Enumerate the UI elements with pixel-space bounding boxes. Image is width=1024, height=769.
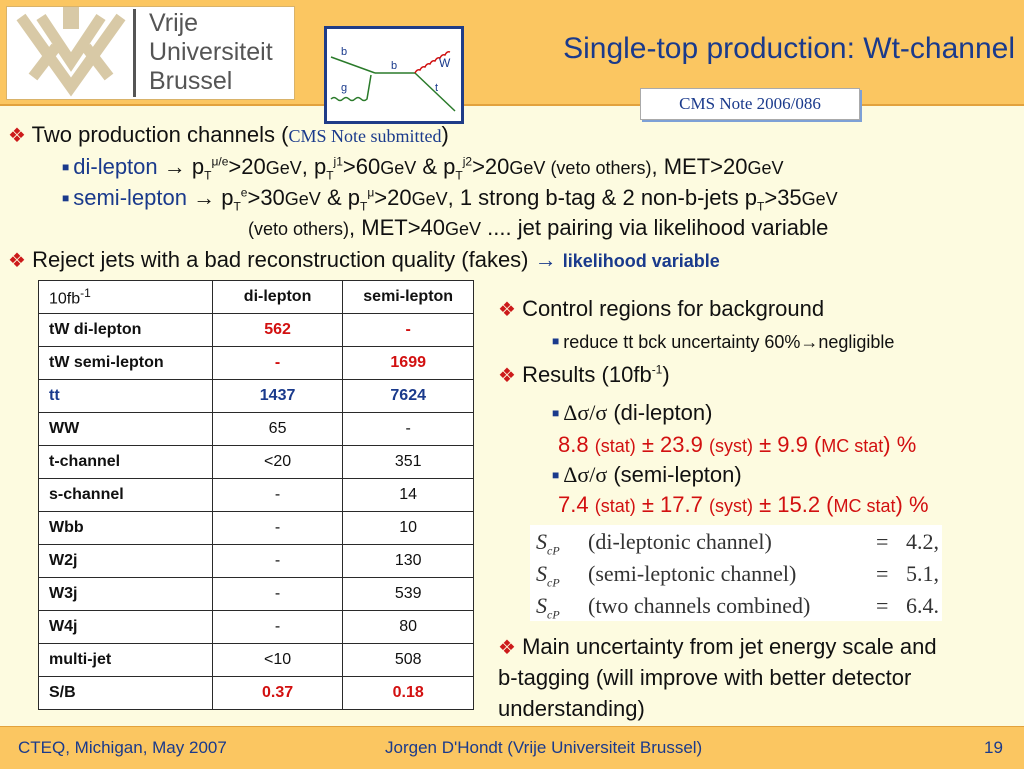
yields-table: 10fb-1 di-lepton semi-lepton tW di-lepto… xyxy=(38,280,474,710)
square-bullet-icon: ■ xyxy=(552,334,560,348)
diagram-label-w: W xyxy=(439,56,451,70)
diamond-bullet-icon: ❖ xyxy=(498,637,516,659)
slide-title: Single-top production: Wt-channel xyxy=(563,32,1015,65)
diamond-bullet-icon: ❖ xyxy=(498,365,516,387)
diamond-bullet-icon: ❖ xyxy=(8,250,26,272)
table-row: W4j -80 xyxy=(38,610,474,644)
diamond-bullet-icon: ❖ xyxy=(498,299,516,321)
formula-row: ScP (semi-leptonic channel) = 5.1, xyxy=(536,561,939,590)
result-semilepton-value: 7.4 (stat) ± 17.7 (syst) ± 15.2 (MC stat… xyxy=(558,492,929,517)
table-row: W2j -130 xyxy=(38,544,474,578)
square-bullet-icon: ■ xyxy=(62,191,70,205)
table-header-row: 10fb-1 di-lepton semi-lepton xyxy=(38,280,474,314)
diamond-bullet-icon: ❖ xyxy=(8,125,26,147)
footer-event: CTEQ, Michigan, May 2007 xyxy=(18,738,227,757)
footer-author: Jorgen D'Hondt (Vrije Universiteit Bruss… xyxy=(385,738,703,757)
main-uncertainty-line-3: understanding) xyxy=(498,696,645,721)
page-number: 19 xyxy=(984,738,1003,757)
bullet-results: ❖ Results (10fb-1) xyxy=(498,362,670,387)
table-header-semilepton: semi-lepton xyxy=(342,280,474,314)
bullet-main-uncertainty: ❖ Main uncertainty from jet energy scale… xyxy=(498,634,937,659)
square-bullet-icon: ■ xyxy=(62,160,70,174)
bullet-semilepton: ■ semi-lepton → pTe>30GeV & pTμ>20GeV, 1 … xyxy=(62,185,838,214)
bullet-production-channels: ❖ Two production channels (CMS Note subm… xyxy=(8,122,449,147)
result-dilepton-value: 8.8 (stat) ± 23.9 (syst) ± 9.9 (MC stat)… xyxy=(558,432,917,457)
diagram-label-b-in: b xyxy=(341,46,347,58)
table-row: s-channel -14 xyxy=(38,478,474,512)
feynman-diagram: b g b W t xyxy=(324,26,464,124)
table-header-lumi: 10fb-1 xyxy=(38,280,213,314)
bullet-control-regions: ❖ Control regions for background xyxy=(498,296,825,321)
table-row: WW 65- xyxy=(38,412,474,446)
significance-formula: ScP (di-leptonic channel) = 4.2, ScP (se… xyxy=(530,525,942,621)
square-bullet-icon: ■ xyxy=(552,406,560,420)
logo-line-1: Vrije xyxy=(149,9,199,37)
bullet-reject-jets: ❖ Reject jets with a bad reconstruction … xyxy=(8,247,720,272)
main-uncertainty-line-2: b-tagging (will improve with better dete… xyxy=(498,665,912,690)
bullet-semilepton-continued: (veto others), MET>40GeV .... jet pairin… xyxy=(248,215,829,240)
result-semilepton-label: ■ Δσ/σ (semi-lepton) xyxy=(552,462,742,487)
table-row: t-channel <20 351 xyxy=(38,445,474,479)
table-row: Wbb -10 xyxy=(38,511,474,545)
bullet-reduce-tt: ■ reduce tt bck uncertainty 60%→negligibl… xyxy=(552,332,895,352)
square-bullet-icon: ■ xyxy=(552,468,560,482)
table-row: S/B 0.37 0.18 xyxy=(38,676,474,710)
table-row: W3j -539 xyxy=(38,577,474,611)
table-row: tt 1437 7624 xyxy=(38,379,474,413)
logo-line-3: Brussel xyxy=(149,67,233,95)
table-header-dilepton: di-lepton xyxy=(211,280,344,314)
diagram-label-t: t xyxy=(435,82,438,94)
footer-bar: CTEQ, Michigan, May 2007 Jorgen D'Hondt … xyxy=(0,726,1024,769)
table-row: multi-jet <10 508 xyxy=(38,643,474,677)
reference-box: CMS Note 2006/086 xyxy=(640,88,860,120)
vub-emblem-icon xyxy=(16,7,126,97)
table-row: tW di-lepton 562- xyxy=(38,313,474,347)
diagram-label-b-mid: b xyxy=(391,60,397,72)
result-dilepton-label: ■ Δσ/σ (di-lepton) xyxy=(552,400,713,425)
diagram-label-g: g xyxy=(341,82,347,94)
formula-row: ScP (two channels combined) = 6.4. xyxy=(536,593,939,622)
cms-note-link: CMS Note submitted xyxy=(288,126,442,146)
formula-row: ScP (di-leptonic channel) = 4.2, xyxy=(536,529,939,558)
university-logo: Vrije Universiteit Brussel xyxy=(6,6,295,100)
logo-line-2: Universiteit xyxy=(149,38,273,66)
table-row: tW semi-lepton -1699 xyxy=(38,346,474,380)
bullet-dilepton: ■ di-lepton → pTμ/e>20GeV, pTj1>60GeV & p… xyxy=(62,154,784,183)
